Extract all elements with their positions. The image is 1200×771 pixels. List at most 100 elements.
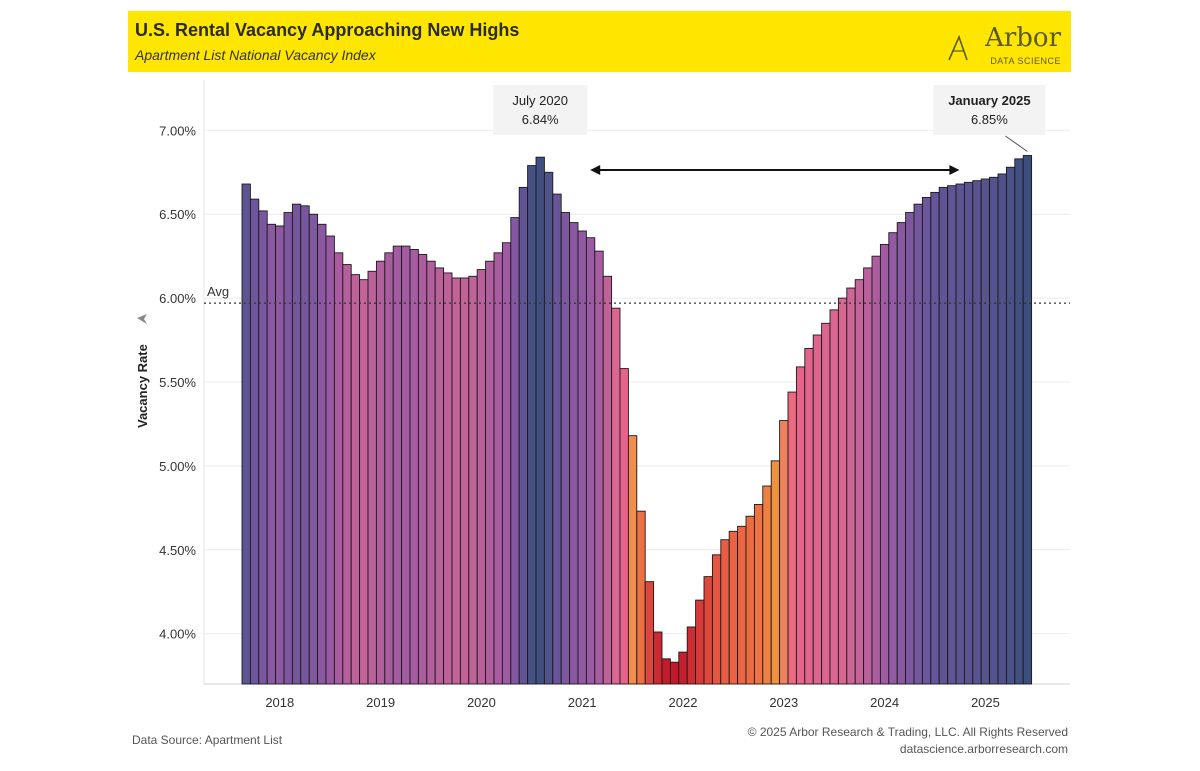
bar bbox=[283, 212, 293, 685]
arrow-right-head-icon bbox=[949, 165, 960, 175]
website-link[interactable]: datascience.arborresearch.com bbox=[899, 742, 1068, 756]
bar bbox=[375, 260, 386, 685]
bar bbox=[384, 252, 394, 685]
bar bbox=[552, 193, 562, 685]
bar bbox=[350, 274, 361, 685]
bar bbox=[611, 307, 621, 685]
bar bbox=[980, 178, 991, 685]
bar bbox=[779, 420, 789, 685]
bar bbox=[392, 245, 403, 685]
bar bbox=[241, 183, 251, 685]
bar bbox=[1005, 166, 1016, 685]
bar bbox=[938, 186, 949, 685]
bar bbox=[812, 334, 823, 685]
bar bbox=[510, 217, 520, 685]
bar bbox=[560, 212, 571, 685]
bar bbox=[258, 210, 268, 685]
x-tick-label: 2018 bbox=[265, 695, 294, 710]
copyright-text: © 2025 Arbor Research & Trading, LLC. Al… bbox=[747, 725, 1068, 739]
bar bbox=[585, 237, 596, 685]
bar bbox=[686, 626, 697, 685]
x-tick-label: 2024 bbox=[870, 695, 899, 710]
copyright-block: © 2025 Arbor Research & Trading, LLC. Al… bbox=[748, 724, 1068, 758]
bar bbox=[863, 267, 873, 685]
bar bbox=[417, 254, 428, 685]
bar bbox=[955, 183, 965, 685]
bar bbox=[787, 391, 797, 685]
x-tick-label: 2023 bbox=[769, 695, 798, 710]
bar bbox=[627, 435, 638, 685]
bar bbox=[459, 277, 470, 685]
bar bbox=[1014, 158, 1024, 685]
bar bbox=[1022, 155, 1033, 685]
annotation-leader-line bbox=[1005, 135, 1028, 152]
annotation-date: January 2025 bbox=[948, 93, 1030, 108]
x-tick-label: 2022 bbox=[669, 695, 698, 710]
y-tick-label: 5.50% bbox=[159, 375, 196, 390]
bar bbox=[762, 485, 772, 685]
bar bbox=[871, 255, 881, 685]
y-tick-label: 6.00% bbox=[159, 291, 196, 306]
bar bbox=[602, 275, 613, 685]
bar bbox=[342, 264, 352, 685]
x-tick-label: 2021 bbox=[568, 695, 597, 710]
bar bbox=[644, 581, 655, 685]
y-axis-ticks: 4.00% 4.50% 5.00% 5.50% 6.00% 6.50% 7.00% bbox=[159, 123, 196, 641]
bar bbox=[711, 554, 722, 685]
bar bbox=[300, 205, 310, 685]
bar bbox=[745, 515, 755, 685]
annotation-value: 6.84% bbox=[522, 112, 559, 127]
bar bbox=[963, 181, 974, 685]
bar bbox=[669, 661, 680, 685]
annotation-date: July 2020 bbox=[512, 93, 568, 108]
bar bbox=[703, 576, 713, 685]
average-label: Avg bbox=[207, 284, 229, 299]
bar bbox=[821, 322, 831, 685]
bar bbox=[636, 510, 646, 685]
bar bbox=[535, 156, 545, 685]
bar bbox=[501, 242, 512, 685]
bar bbox=[476, 269, 487, 685]
bar bbox=[275, 225, 285, 685]
bar bbox=[728, 530, 739, 685]
bar bbox=[543, 171, 554, 685]
y-tick-label: 4.50% bbox=[159, 543, 196, 558]
logo-mark-icon bbox=[948, 35, 968, 61]
bar bbox=[930, 191, 940, 685]
double-arrow bbox=[590, 165, 960, 175]
y-axis-title: Vacancy Rate bbox=[135, 344, 150, 428]
bar bbox=[753, 504, 764, 685]
bar bbox=[947, 185, 957, 685]
bar bbox=[921, 196, 932, 685]
y-tick-label: 5.00% bbox=[159, 459, 196, 474]
x-axis-ticks: 2018 2019 2020 2021 2022 2023 2024 2025 bbox=[265, 695, 1000, 710]
logo-subtitle: DATA SCIENCE bbox=[990, 56, 1061, 66]
bar bbox=[661, 658, 671, 685]
annotation-january-2025: January 2025 6.85% bbox=[933, 85, 1046, 152]
bar bbox=[695, 599, 705, 685]
bar bbox=[468, 275, 478, 685]
bar bbox=[854, 279, 865, 685]
bar bbox=[829, 309, 839, 685]
bar bbox=[401, 245, 411, 685]
bar bbox=[409, 249, 419, 685]
bar bbox=[527, 165, 537, 685]
x-tick-label: 2020 bbox=[467, 695, 496, 710]
y-tick-label: 7.00% bbox=[159, 123, 196, 138]
y-tick-label: 4.00% bbox=[159, 627, 196, 642]
bar bbox=[879, 243, 890, 685]
annotation-box bbox=[493, 85, 588, 135]
pin-icon bbox=[137, 314, 147, 324]
bar bbox=[770, 460, 781, 685]
bar bbox=[594, 250, 604, 685]
chart-subtitle: Apartment List National Vacancy Index bbox=[135, 47, 376, 63]
bar bbox=[653, 631, 663, 685]
bar bbox=[896, 222, 907, 685]
bar bbox=[443, 272, 453, 685]
bar bbox=[451, 277, 461, 685]
bar bbox=[577, 230, 587, 685]
bar bbox=[291, 203, 302, 685]
bar bbox=[434, 267, 445, 685]
bar bbox=[795, 366, 806, 685]
